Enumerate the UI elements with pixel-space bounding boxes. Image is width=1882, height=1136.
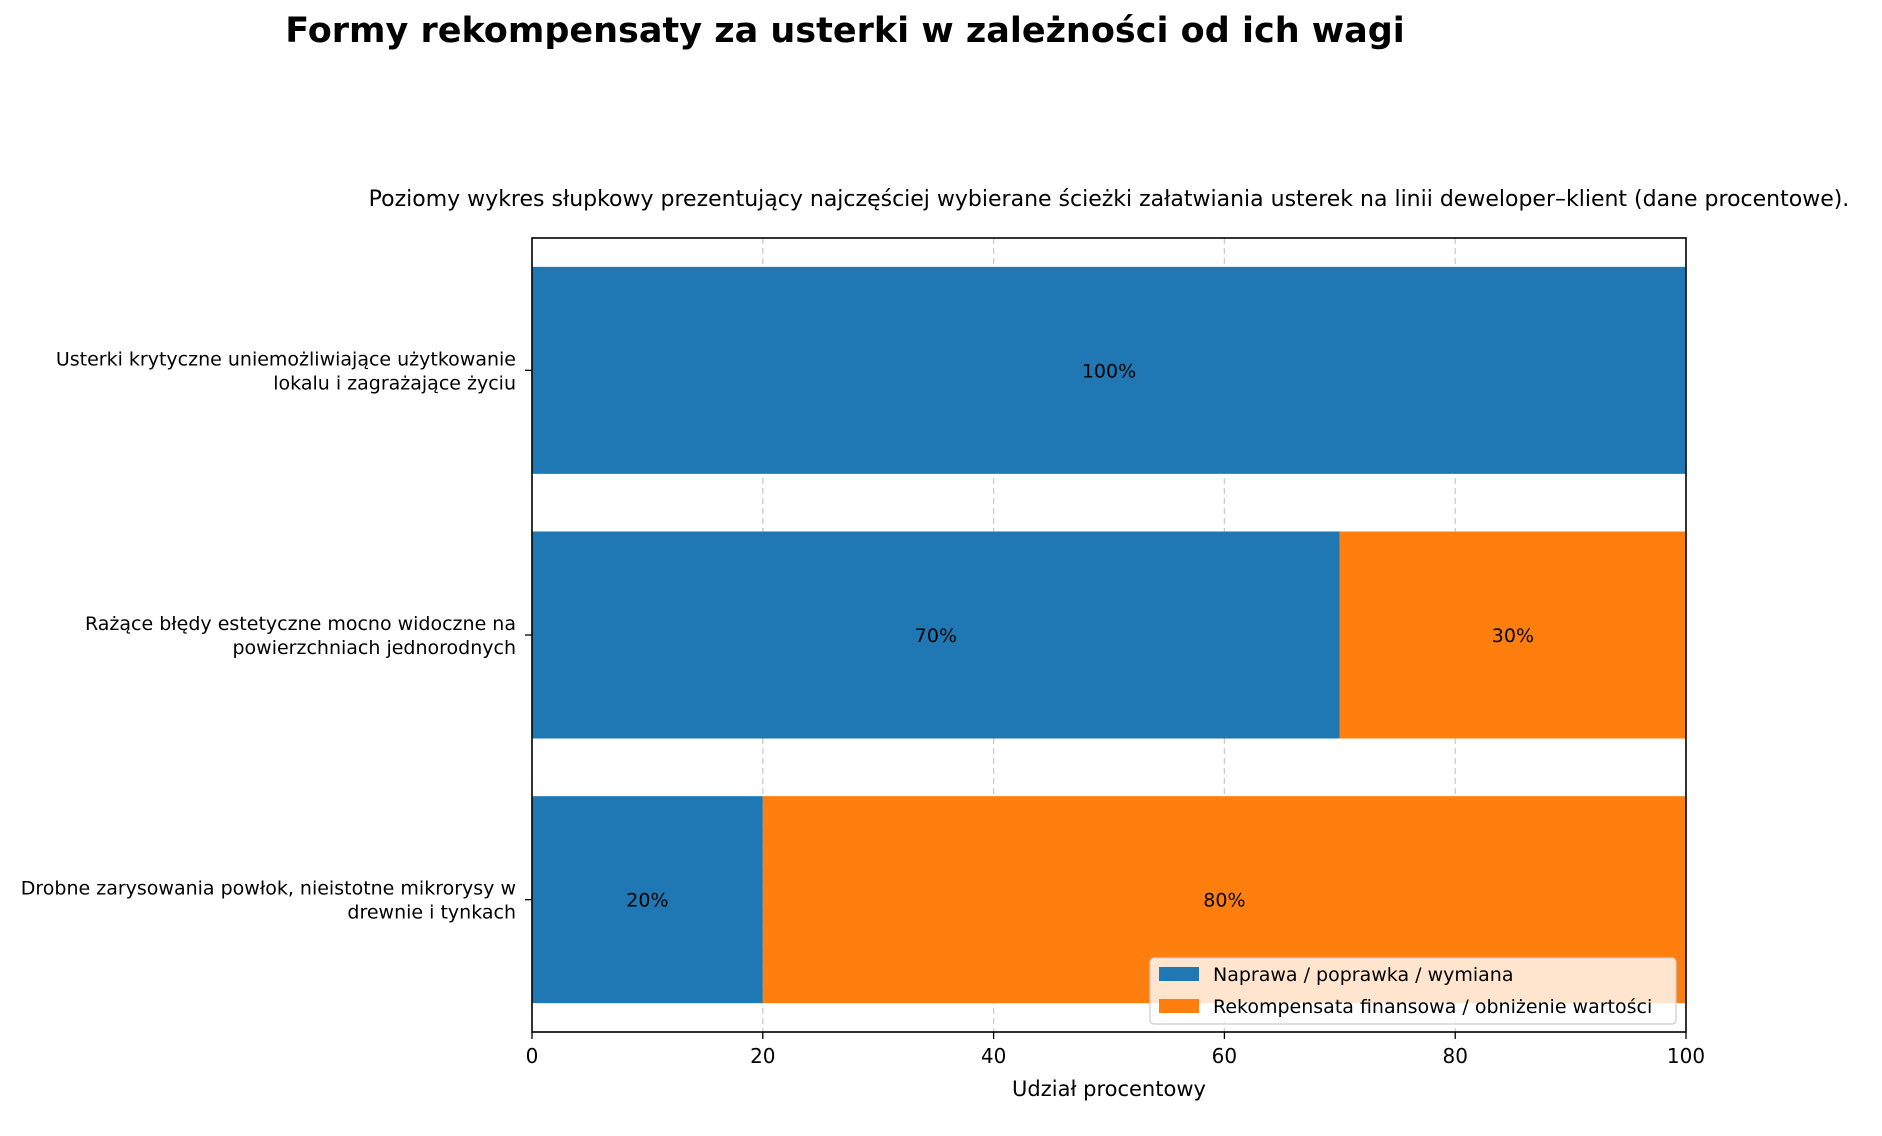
bar-segment (532, 531, 1340, 739)
x-tick-label: 0 (526, 1044, 539, 1068)
legend-box (1149, 957, 1677, 1025)
bar-segment (532, 796, 763, 1004)
data-label: 70% (915, 625, 957, 647)
data-label: 100% (1082, 360, 1136, 382)
x-tick-label: 80 (1442, 1044, 1467, 1068)
data-label: 80% (1203, 890, 1245, 912)
category-label: Drobne zarysowania powłok, nieistotne mi… (21, 878, 516, 924)
legend-swatch (1159, 999, 1199, 1013)
data-label: 20% (626, 890, 668, 912)
legend-swatch (1159, 967, 1199, 981)
plot-area: 100% Usterki krytyczne uniemożliwiające u… (21, 237, 1705, 1068)
data-label: 30% (1492, 625, 1534, 647)
legend-label: Naprawa / poprawka / wymiana (1213, 964, 1513, 986)
x-axis-label: Udział procentowy (1012, 1077, 1206, 1101)
x-tick-label: 40 (981, 1044, 1006, 1068)
bar-segment (532, 266, 1686, 474)
category-label: Usterki krytyczne uniemożliwiające użytk… (56, 348, 516, 394)
x-tick-label: 100 (1667, 1044, 1705, 1068)
legend: Naprawa / poprawka / wymiana Rekompensata… (1149, 957, 1677, 1025)
legend-label: Rekompensata finansowa / obniżenie warto… (1213, 996, 1652, 1018)
x-tick-label: 20 (750, 1044, 775, 1068)
chart-title: Formy rekompensaty za usterki w zależnoś… (285, 11, 1405, 51)
category-label: Rażące błędy estetyczne mocno widoczne n… (85, 613, 516, 659)
axes-frame (531, 237, 1687, 1033)
chart-subtitle: Poziomy wykres słupkowy prezentujący naj… (369, 187, 1850, 212)
x-tick-label: 60 (1212, 1044, 1237, 1068)
bar-segment (1339, 531, 1686, 739)
